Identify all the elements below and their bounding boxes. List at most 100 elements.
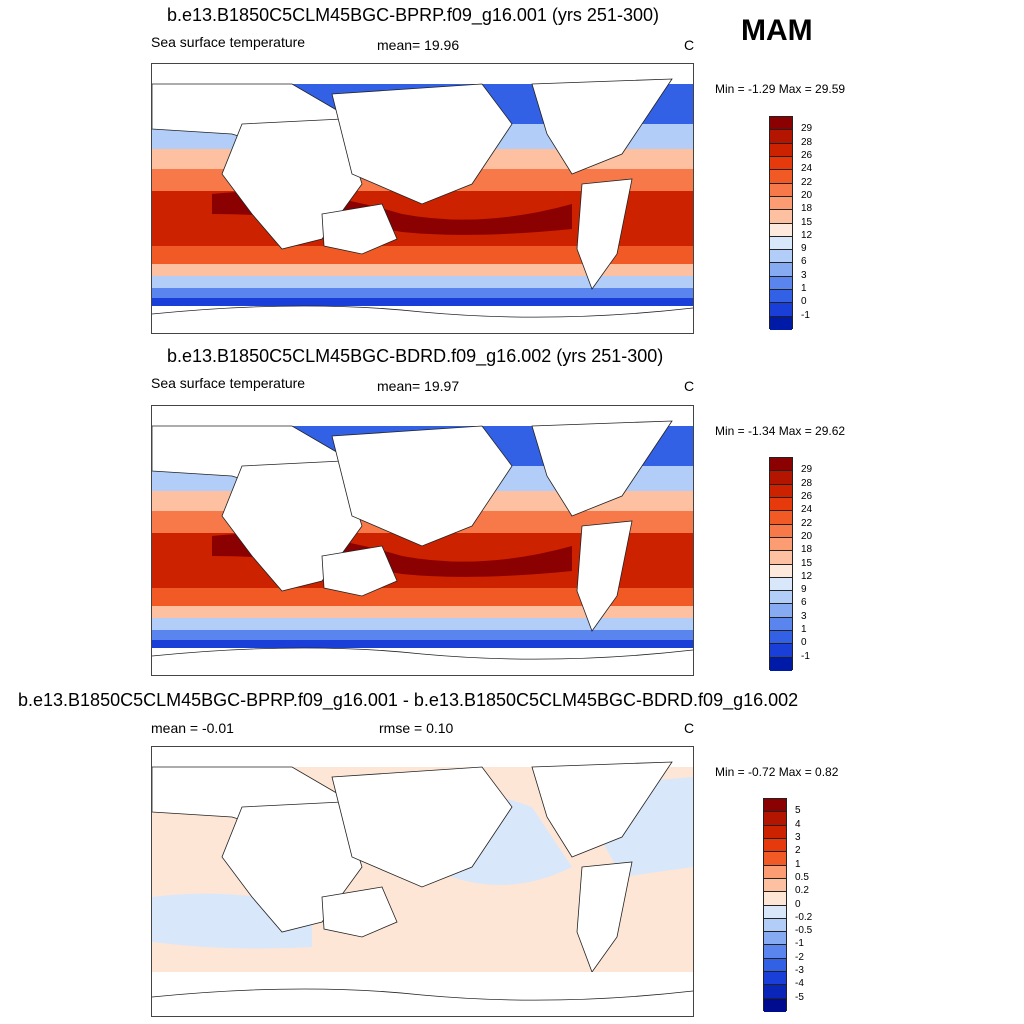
panel-2-colorbar-segment xyxy=(770,458,792,472)
panel-1-colorbar-tick-label: 0 xyxy=(801,296,807,308)
panel-1-colorbar-segment xyxy=(770,303,792,317)
panel-1-colorbar-segment xyxy=(770,263,792,277)
panel-2-colorbar-segment xyxy=(770,511,792,525)
panel-3-rmse-label: rmse = 0.10 xyxy=(379,720,454,736)
panel-3-colorbar-segment xyxy=(764,838,786,853)
panel-1-colorbar-tick-label: 1 xyxy=(801,283,807,295)
panel-2-colorbar-segment xyxy=(770,617,792,632)
panel-1-colorbar-segment xyxy=(770,117,792,131)
panel-3-title: b.e13.B1850C5CLM45BGC-BPRP.f09_g16.001 -… xyxy=(18,690,799,710)
panel-2-colorbar-tick-label: 9 xyxy=(801,584,807,596)
panel-3-difference-field xyxy=(152,747,693,1016)
panel-2-colorbar-segment xyxy=(770,577,792,592)
panel-3-colorbar-tick-label: -0.2 xyxy=(795,911,813,923)
panel-3-colorbar-tick-label: 5 xyxy=(795,805,801,817)
panel-1-variable-label: Sea surface temperature xyxy=(151,34,306,50)
panel-1-colorbar-segment xyxy=(770,170,792,184)
panel-2-title: b.e13.B1850C5CLM45BGC-BDRD.f09_g16.002 (… xyxy=(167,346,664,366)
panel-3-colorbar-segment xyxy=(764,958,786,973)
panel-3-colorbar-segment xyxy=(764,878,786,893)
panel-2-colorbar-tick-label: 12 xyxy=(801,570,813,582)
panel-2-colorbar-tick-label: 6 xyxy=(801,597,807,609)
panel-3-colorbar-segment xyxy=(764,945,786,959)
panel-1-colorbar-segment xyxy=(770,143,792,157)
panel-1-colorbar-tick-label: 29 xyxy=(801,123,813,135)
panel-3-colorbar-tick-label: -0.5 xyxy=(795,925,813,937)
season-label: MAM xyxy=(741,14,813,47)
panel-1-colorbar-segment xyxy=(770,156,792,171)
panel-1-colorbar-tick-label: 12 xyxy=(801,229,813,241)
panel-3-colorbar-tick-label: 0 xyxy=(795,898,801,910)
panel-3-colorbar-segment xyxy=(764,892,786,906)
panel-1-colorbar-tick-label: 24 xyxy=(801,163,813,175)
panel-3-colorbar-segment xyxy=(764,865,786,879)
panel-2-colorbar-segment xyxy=(770,484,792,498)
panel-3-colorbar-tick-label: 0.2 xyxy=(795,885,809,897)
panel-1-colorbar-segment xyxy=(770,223,792,237)
panel-2-colorbar-tick-label: 22 xyxy=(801,517,813,529)
panel-2-colorbar-tick-label: -1 xyxy=(801,650,810,662)
panel-2-colorbar-segment xyxy=(770,537,792,552)
panel-2-colorbar-tick-label: 26 xyxy=(801,490,813,502)
panel-3-colorbar-segment xyxy=(764,998,786,1012)
panel-2-colorbar-segment xyxy=(770,644,792,658)
panel-3-colorbar-segment xyxy=(764,799,786,813)
panel-2-colorbar-tick-label: 29 xyxy=(801,464,813,476)
panel-2-colorbar-segment xyxy=(770,564,792,578)
panel-1-colorbar-tick-label: 26 xyxy=(801,149,813,161)
panel-2-colorbar-tick-label: 3 xyxy=(801,610,807,622)
panel-1-sst-field xyxy=(152,64,693,333)
panel-2-variable-label: Sea surface temperature xyxy=(151,375,306,391)
panel-3-colorbar-tick-label: -1 xyxy=(795,938,804,950)
panel-2-colorbar-segment xyxy=(770,551,792,565)
panel-3-colorbar-segment xyxy=(764,905,786,919)
panel-2-colorbar-tick-label: 18 xyxy=(801,544,813,556)
panel-2-colorbar-segment xyxy=(770,657,792,671)
panel-1-colorbar-segment xyxy=(770,290,792,304)
panel-3-colorbar-tick-label: -4 xyxy=(795,978,804,990)
panel-3-colorbar-segment xyxy=(764,825,786,839)
panel-1-units-label: C xyxy=(684,37,695,53)
panel-2-minmax-label: Min = -1.34 Max = 29.62 xyxy=(715,424,846,438)
panel-3-minmax-label: Min = -0.72 Max = 0.82 xyxy=(715,765,839,779)
panel-3-colorbar-tick-label: 1 xyxy=(795,858,801,870)
panel-3-colorbar-segment xyxy=(764,852,786,866)
panel-2-units-label: C xyxy=(684,378,695,394)
panel-3-mean-label: mean = -0.01 xyxy=(151,720,234,736)
panel-2-map xyxy=(151,405,694,676)
panel-2-colorbar-tick-label: 20 xyxy=(801,530,813,542)
panel-1-colorbar-segment xyxy=(770,250,792,264)
panel-1-colorbar-segment xyxy=(770,130,792,144)
panel-2-colorbar-tick-label: 1 xyxy=(801,624,807,636)
panel-3-colorbar-segment xyxy=(764,918,786,933)
panel-1-colorbar-tick-label: 18 xyxy=(801,203,813,215)
panel-2-colorbar-segment xyxy=(770,591,792,605)
panel-3-map xyxy=(151,746,694,1017)
panel-1-colorbar-tick-label: 15 xyxy=(801,216,813,228)
panel-3-colorbar-tick-label: 0.5 xyxy=(795,871,809,883)
panel-3-colorbar-segment xyxy=(764,972,786,986)
panel-2-colorbar-tick-label: 28 xyxy=(801,477,813,489)
panel-1-colorbar-segment xyxy=(770,210,792,224)
panel-2-colorbar-segment xyxy=(770,471,792,485)
panel-2-colorbar-segment xyxy=(770,631,792,645)
panel-3-colorbar-tick-label: -5 xyxy=(795,991,804,1003)
panel-1-colorbar-segment xyxy=(770,236,792,251)
panel-3-units-label: C xyxy=(684,720,695,736)
panel-3-colorbar-tick-label: 4 xyxy=(795,818,801,830)
panel-1-colorbar-segment xyxy=(770,276,792,291)
panel-2-colorbar-segment xyxy=(770,497,792,512)
panel-2-colorbar-segment xyxy=(770,604,792,618)
panel-1-colorbar-tick-label: 9 xyxy=(801,243,807,255)
panel-1-minmax-label: Min = -1.29 Max = 29.59 xyxy=(715,82,846,96)
panel-1-colorbar-tick-label: -1 xyxy=(801,309,810,321)
panel-1-colorbar-segment xyxy=(770,196,792,211)
panel-1-colorbar-tick-label: 3 xyxy=(801,269,807,281)
panel-1-colorbar-tick-label: 22 xyxy=(801,176,813,188)
panel-3-colorbar-segment xyxy=(764,985,786,999)
panel-2-sst-field xyxy=(152,406,693,675)
panel-1-map xyxy=(151,63,694,334)
panel-1-colorbar-segment xyxy=(770,316,792,330)
panel-3-colorbar-tick-label: -2 xyxy=(795,951,804,963)
panel-3-colorbar-segment xyxy=(764,932,786,946)
